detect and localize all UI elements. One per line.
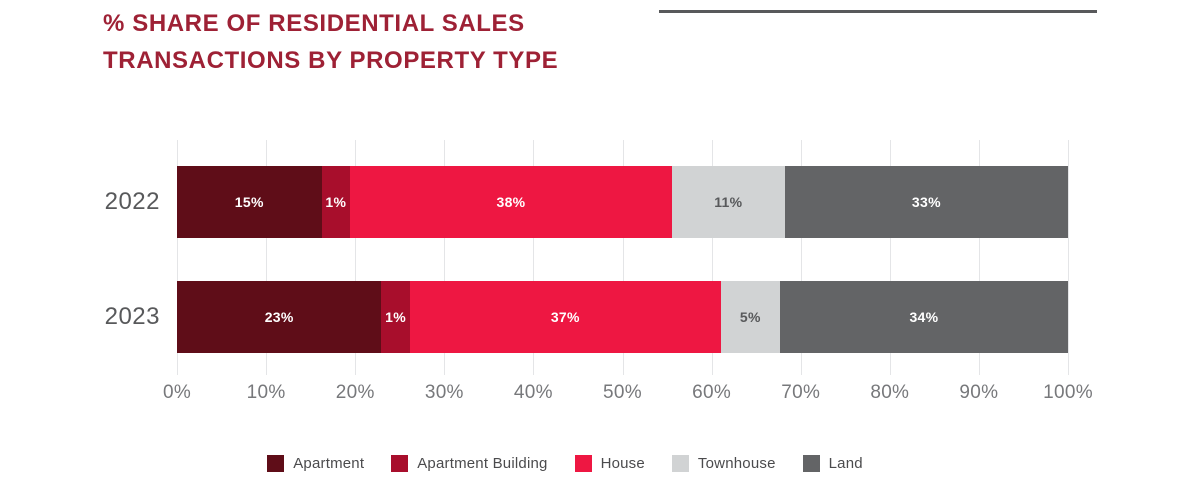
- segment-value: 1%: [325, 194, 347, 210]
- segment-2022-apartment: 15%: [177, 166, 322, 238]
- x-axis: 0% 10% 20% 30% 40% 50% 60% 70% 80% 90% 1…: [163, 382, 1093, 406]
- segment-value: 5%: [739, 309, 761, 325]
- segment-2022-townhouse: 11%: [671, 166, 785, 238]
- x-tick-30: 30%: [424, 382, 464, 403]
- gridline-60: [711, 140, 713, 375]
- legend-label: Apartment: [293, 454, 365, 472]
- chart-title-line1: % SHARE OF RESIDENTIAL SALES: [103, 10, 525, 37]
- legend-swatch-house: [574, 454, 592, 472]
- gridline-50: [622, 140, 624, 375]
- segment-value: 1%: [385, 309, 406, 325]
- legend-item-townhouse: Townhouse: [671, 454, 776, 472]
- x-tick-10: 10%: [246, 382, 286, 403]
- legend-item-apartment: Apartment: [267, 454, 365, 472]
- segment-value: 11%: [714, 194, 743, 210]
- legend-swatch-land: [802, 454, 820, 472]
- legend-label: Land: [828, 454, 863, 472]
- category-label-2022: 2022: [104, 188, 160, 215]
- x-tick-70: 70%: [781, 382, 821, 403]
- gridline-70: [800, 140, 802, 375]
- legend-item-house: House: [574, 454, 645, 472]
- legend-label: Apartment Building: [417, 454, 548, 472]
- x-tick-80: 80%: [870, 382, 910, 403]
- x-tick-40: 40%: [513, 382, 553, 403]
- gridline-20: [355, 140, 357, 375]
- x-tick-100: 100%: [1043, 382, 1093, 403]
- legend-swatch-townhouse: [671, 454, 689, 472]
- segment-2022-apartment-building: 1%: [321, 166, 351, 238]
- gridline-90: [978, 140, 980, 375]
- legend-item-apartment-building: Apartment Building: [391, 454, 548, 472]
- segment-2023-house: 37%: [409, 281, 721, 353]
- gridline-80: [889, 140, 891, 375]
- segment-2023-townhouse: 5%: [720, 281, 780, 353]
- decorative-rule: [659, 10, 1097, 13]
- chart-title-line2: TRANSACTIONS BY PROPERTY TYPE: [103, 47, 559, 74]
- segment-value: 15%: [234, 194, 264, 210]
- chart-title: % SHARE OF RESIDENTIAL SALES TRANSACTIONS…: [103, 5, 558, 79]
- bar-2022: 15% 1% 38% 11% 33%: [177, 166, 1068, 238]
- legend: Apartment Apartment Building House Townh…: [0, 452, 1130, 474]
- x-tick-50: 50%: [603, 382, 642, 403]
- legend-item-land: Land: [802, 454, 863, 472]
- segment-2023-apartment: 23%: [177, 281, 382, 353]
- segment-2023-land: 34%: [779, 281, 1068, 353]
- gridline-100: [1068, 140, 1069, 375]
- legend-label: House: [600, 454, 645, 472]
- segment-2023-apartment-building: 1%: [381, 281, 410, 353]
- gridline-40: [533, 140, 535, 375]
- segment-value: 33%: [911, 194, 941, 210]
- legend-label: Townhouse: [697, 454, 776, 472]
- segment-2022-house: 38%: [350, 166, 672, 238]
- x-tick-90: 90%: [959, 382, 999, 403]
- category-label-2023: 2023: [104, 303, 160, 330]
- legend-swatch-apartment-building: [391, 454, 409, 472]
- segment-2022-land: 33%: [784, 166, 1068, 238]
- segment-value: 34%: [909, 309, 939, 325]
- segment-value: 23%: [264, 309, 294, 325]
- x-tick-0: 0%: [162, 382, 192, 403]
- segment-value: 38%: [496, 194, 526, 210]
- x-tick-60: 60%: [692, 382, 732, 403]
- gridline-30: [444, 140, 446, 375]
- legend-swatch-apartment: [267, 454, 285, 472]
- x-tick-20: 20%: [335, 382, 375, 403]
- segment-value: 37%: [550, 309, 580, 325]
- gridline-0: [177, 140, 178, 375]
- plot-area: 2022 2023 15% 1% 38% 11% 33% 23%: [105, 140, 1069, 375]
- bar-2023: 23% 1% 37% 5% 34%: [177, 281, 1068, 353]
- gridline-10: [266, 140, 268, 375]
